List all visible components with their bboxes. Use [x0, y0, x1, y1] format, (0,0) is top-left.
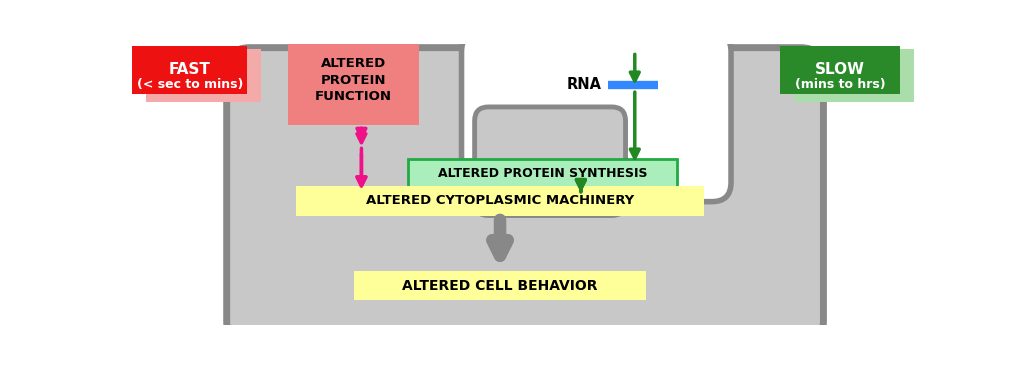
- Text: (< sec to mins): (< sec to mins): [136, 78, 242, 91]
- FancyBboxPatch shape: [475, 107, 625, 215]
- FancyBboxPatch shape: [296, 186, 704, 215]
- Text: ALTERED CYTOPLASMIC MACHINERY: ALTERED CYTOPLASMIC MACHINERY: [366, 195, 634, 207]
- Text: RNA: RNA: [567, 77, 602, 92]
- FancyBboxPatch shape: [146, 49, 261, 101]
- FancyBboxPatch shape: [461, 32, 731, 201]
- Text: SLOW: SLOW: [815, 62, 865, 77]
- Text: ALTERED
PROTEIN
FUNCTION: ALTERED PROTEIN FUNCTION: [315, 57, 392, 103]
- FancyBboxPatch shape: [227, 48, 824, 344]
- FancyBboxPatch shape: [288, 44, 419, 125]
- Text: FAST: FAST: [169, 62, 211, 77]
- FancyBboxPatch shape: [354, 271, 647, 300]
- FancyBboxPatch shape: [781, 46, 899, 94]
- FancyBboxPatch shape: [407, 158, 677, 188]
- Text: ALTERED PROTEIN SYNTHESIS: ALTERED PROTEIN SYNTHESIS: [438, 167, 648, 180]
- FancyBboxPatch shape: [132, 46, 248, 94]
- Text: (mins to hrs): (mins to hrs): [795, 78, 885, 91]
- FancyBboxPatch shape: [794, 49, 914, 101]
- Text: ALTERED CELL BEHAVIOR: ALTERED CELL BEHAVIOR: [402, 278, 597, 293]
